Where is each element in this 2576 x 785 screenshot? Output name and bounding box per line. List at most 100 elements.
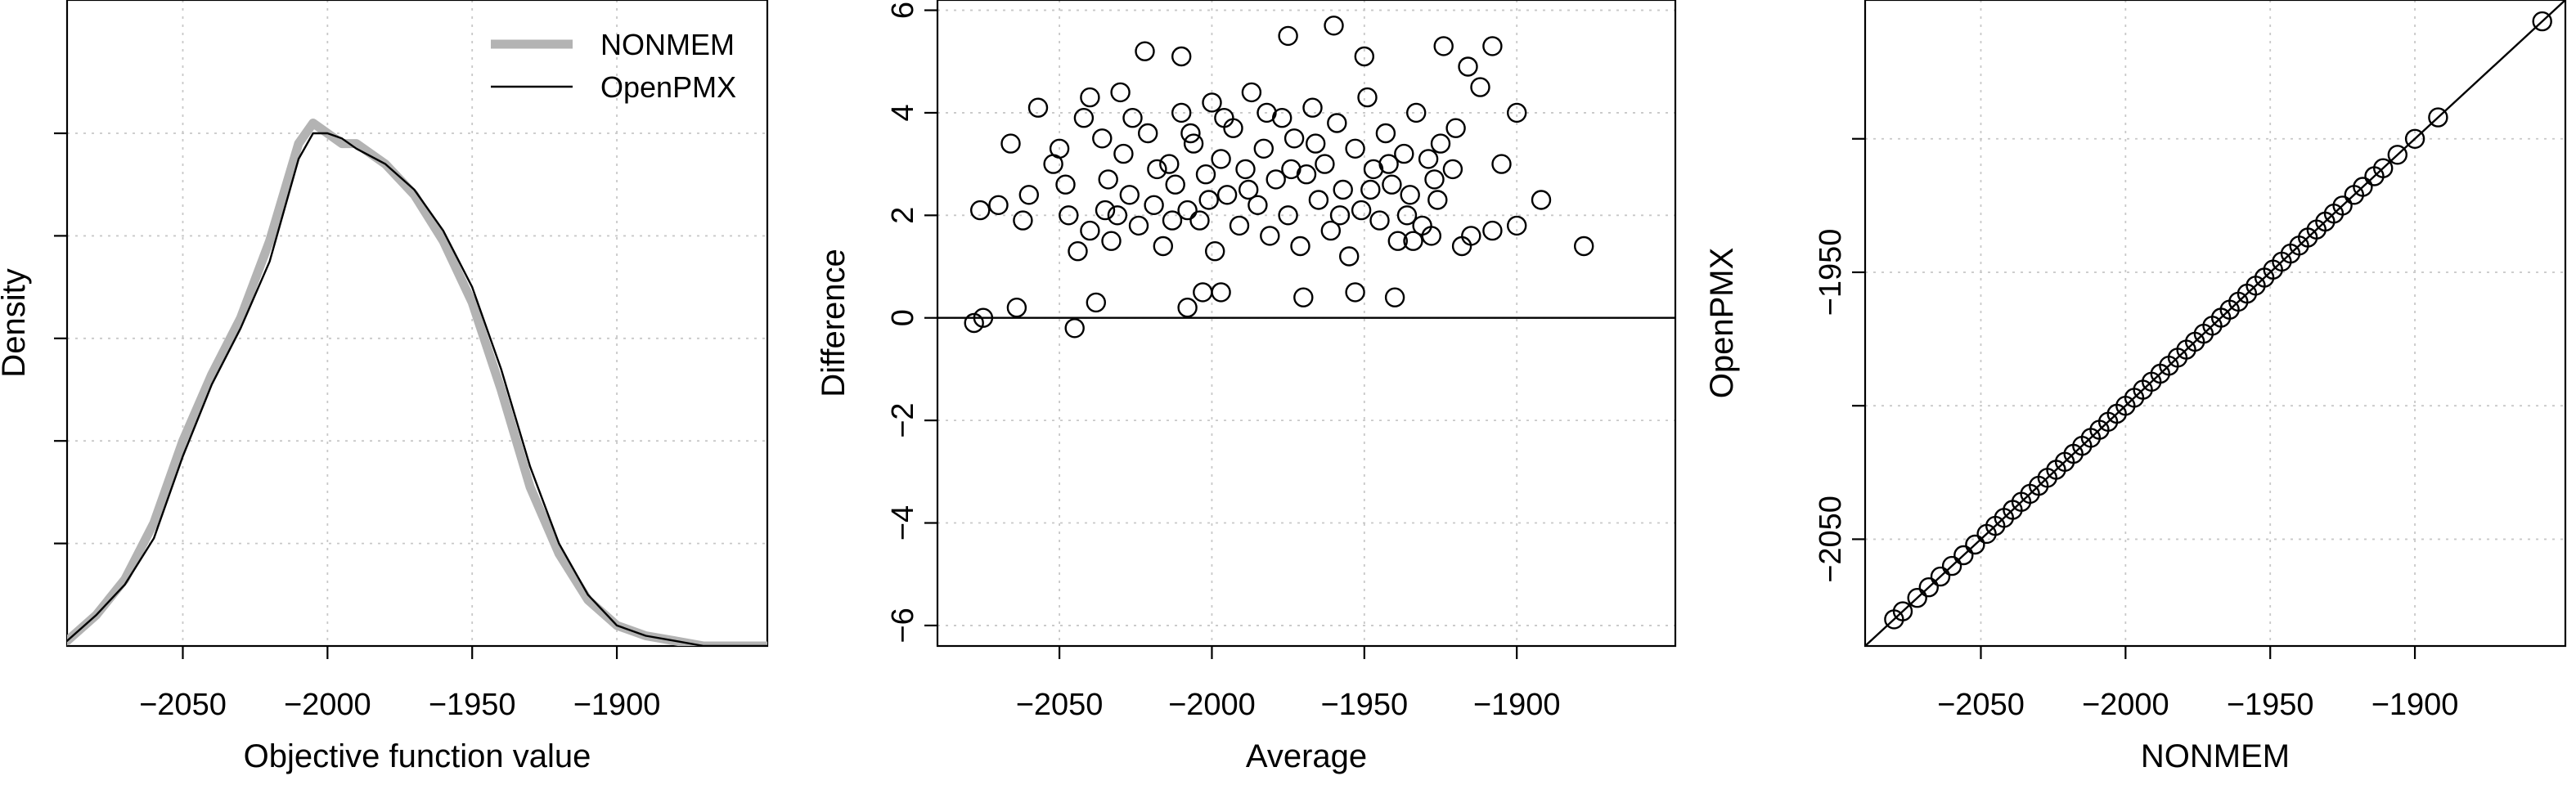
data-point [1284, 128, 1305, 149]
x-tick-label: −1950 [1320, 688, 1408, 722]
data-point [1412, 215, 1432, 236]
x-tick-label: −1900 [573, 688, 661, 722]
data-point [1059, 205, 1079, 226]
data-point [1302, 97, 1323, 118]
chart-panel-agreement: −2050 −2000 −1950 −1900 −2050 −1950 NONMEM Open… [1704, 0, 2567, 774]
data-point [2387, 145, 2408, 165]
data-point [1482, 220, 1503, 241]
data-point [1253, 138, 1275, 159]
plot-frame [936, 0, 1677, 648]
data-point [1369, 210, 1390, 231]
data-point [1064, 318, 1085, 339]
data-point [1320, 220, 1342, 241]
data-point [1086, 292, 1107, 313]
data-point [1101, 231, 1122, 251]
plot-frame [1863, 0, 2567, 648]
data-point [1214, 107, 1234, 128]
data-point [1458, 56, 1478, 77]
data-point [1278, 205, 1298, 226]
data-point [1394, 143, 1414, 164]
data-point [1177, 298, 1198, 318]
data-point [1308, 190, 1329, 210]
data-point [1137, 123, 1158, 144]
data-point [1229, 215, 1250, 236]
data-point [1135, 41, 1155, 61]
data-point [1405, 102, 1427, 123]
x-axis-title: Average [1246, 738, 1367, 774]
data-point [1354, 46, 1375, 67]
data-point [1257, 102, 1277, 123]
data-point [1107, 205, 1128, 226]
data-point [1965, 534, 1985, 555]
data-point [1159, 154, 1180, 174]
data-point [1147, 159, 1167, 180]
x-tick-label: −2000 [2082, 688, 2169, 722]
data-point [1378, 154, 1399, 174]
data-point [1345, 282, 1365, 303]
data-point [1427, 190, 1448, 210]
data-point [1080, 220, 1100, 241]
data-point [1018, 185, 1040, 205]
data-point [1531, 190, 1552, 210]
legend-label: NONMEM [600, 28, 735, 61]
x-tick-label: −2050 [1937, 688, 2025, 722]
legend: NONMEM OpenPMX [491, 28, 736, 104]
data-point [1013, 210, 1033, 231]
data-point [1000, 133, 1021, 154]
y-tick-label: −1950 [1814, 229, 1848, 316]
data-point [1327, 113, 1347, 133]
data-point [2532, 11, 2552, 32]
series-line-nonmem [67, 119, 767, 646]
data-point [1195, 164, 1216, 185]
data-point [1171, 102, 1192, 123]
x-tick-label: −1950 [2227, 688, 2314, 722]
data-point [1055, 174, 1076, 195]
data-point [1400, 185, 1420, 205]
data-point [1162, 210, 1183, 231]
data-point [1171, 46, 1192, 67]
data-point [1241, 82, 1262, 103]
y-tick-label: −6 [886, 608, 920, 643]
data-point [1930, 566, 1951, 587]
data-point [1387, 231, 1409, 251]
data-point [1315, 154, 1335, 174]
data-point [1049, 138, 1070, 159]
data-point [1266, 169, 1286, 190]
data-point [1357, 87, 1378, 108]
data-point [1442, 159, 1463, 180]
data-point [1445, 118, 1466, 138]
data-point [1333, 179, 1353, 200]
data-point [1384, 287, 1405, 307]
chart-panel-bland-altman: −2050 −2000 −1950 −1900 −6 −4 −2 0 2 4 6 Average Dif… [816, 0, 1677, 774]
data-point [1260, 226, 1280, 246]
y-axis-title: Difference [816, 249, 852, 397]
data-point [1198, 190, 1219, 210]
data-point [2353, 177, 2373, 197]
data-point [1290, 236, 1310, 257]
data-point [1095, 200, 1116, 221]
data-point [1144, 195, 1164, 216]
data-point [1360, 179, 1381, 200]
data-point [1180, 123, 1201, 144]
data-point [1918, 577, 1940, 598]
data-point [1238, 179, 1259, 200]
data-point [1382, 174, 1402, 195]
data-point [1375, 123, 1396, 144]
data-point [1073, 107, 1095, 128]
x-tick-label: −2000 [284, 688, 371, 722]
data-layer [937, 16, 1675, 339]
data-point [1305, 133, 1326, 154]
data-point [1068, 241, 1088, 262]
x-tick-label: −1900 [2371, 688, 2459, 722]
data-point [1153, 236, 1174, 257]
data-point [1506, 102, 1527, 123]
data-point [1183, 133, 1204, 154]
data-point [1461, 226, 1481, 246]
data-point [1092, 128, 1113, 149]
data-point [1165, 174, 1185, 195]
x-tick-label: −2050 [1016, 688, 1104, 722]
y-axis-title: OpenPMX [1704, 248, 1740, 399]
data-point [1403, 231, 1423, 251]
data-point [1211, 149, 1231, 169]
data-point [1491, 154, 1512, 174]
